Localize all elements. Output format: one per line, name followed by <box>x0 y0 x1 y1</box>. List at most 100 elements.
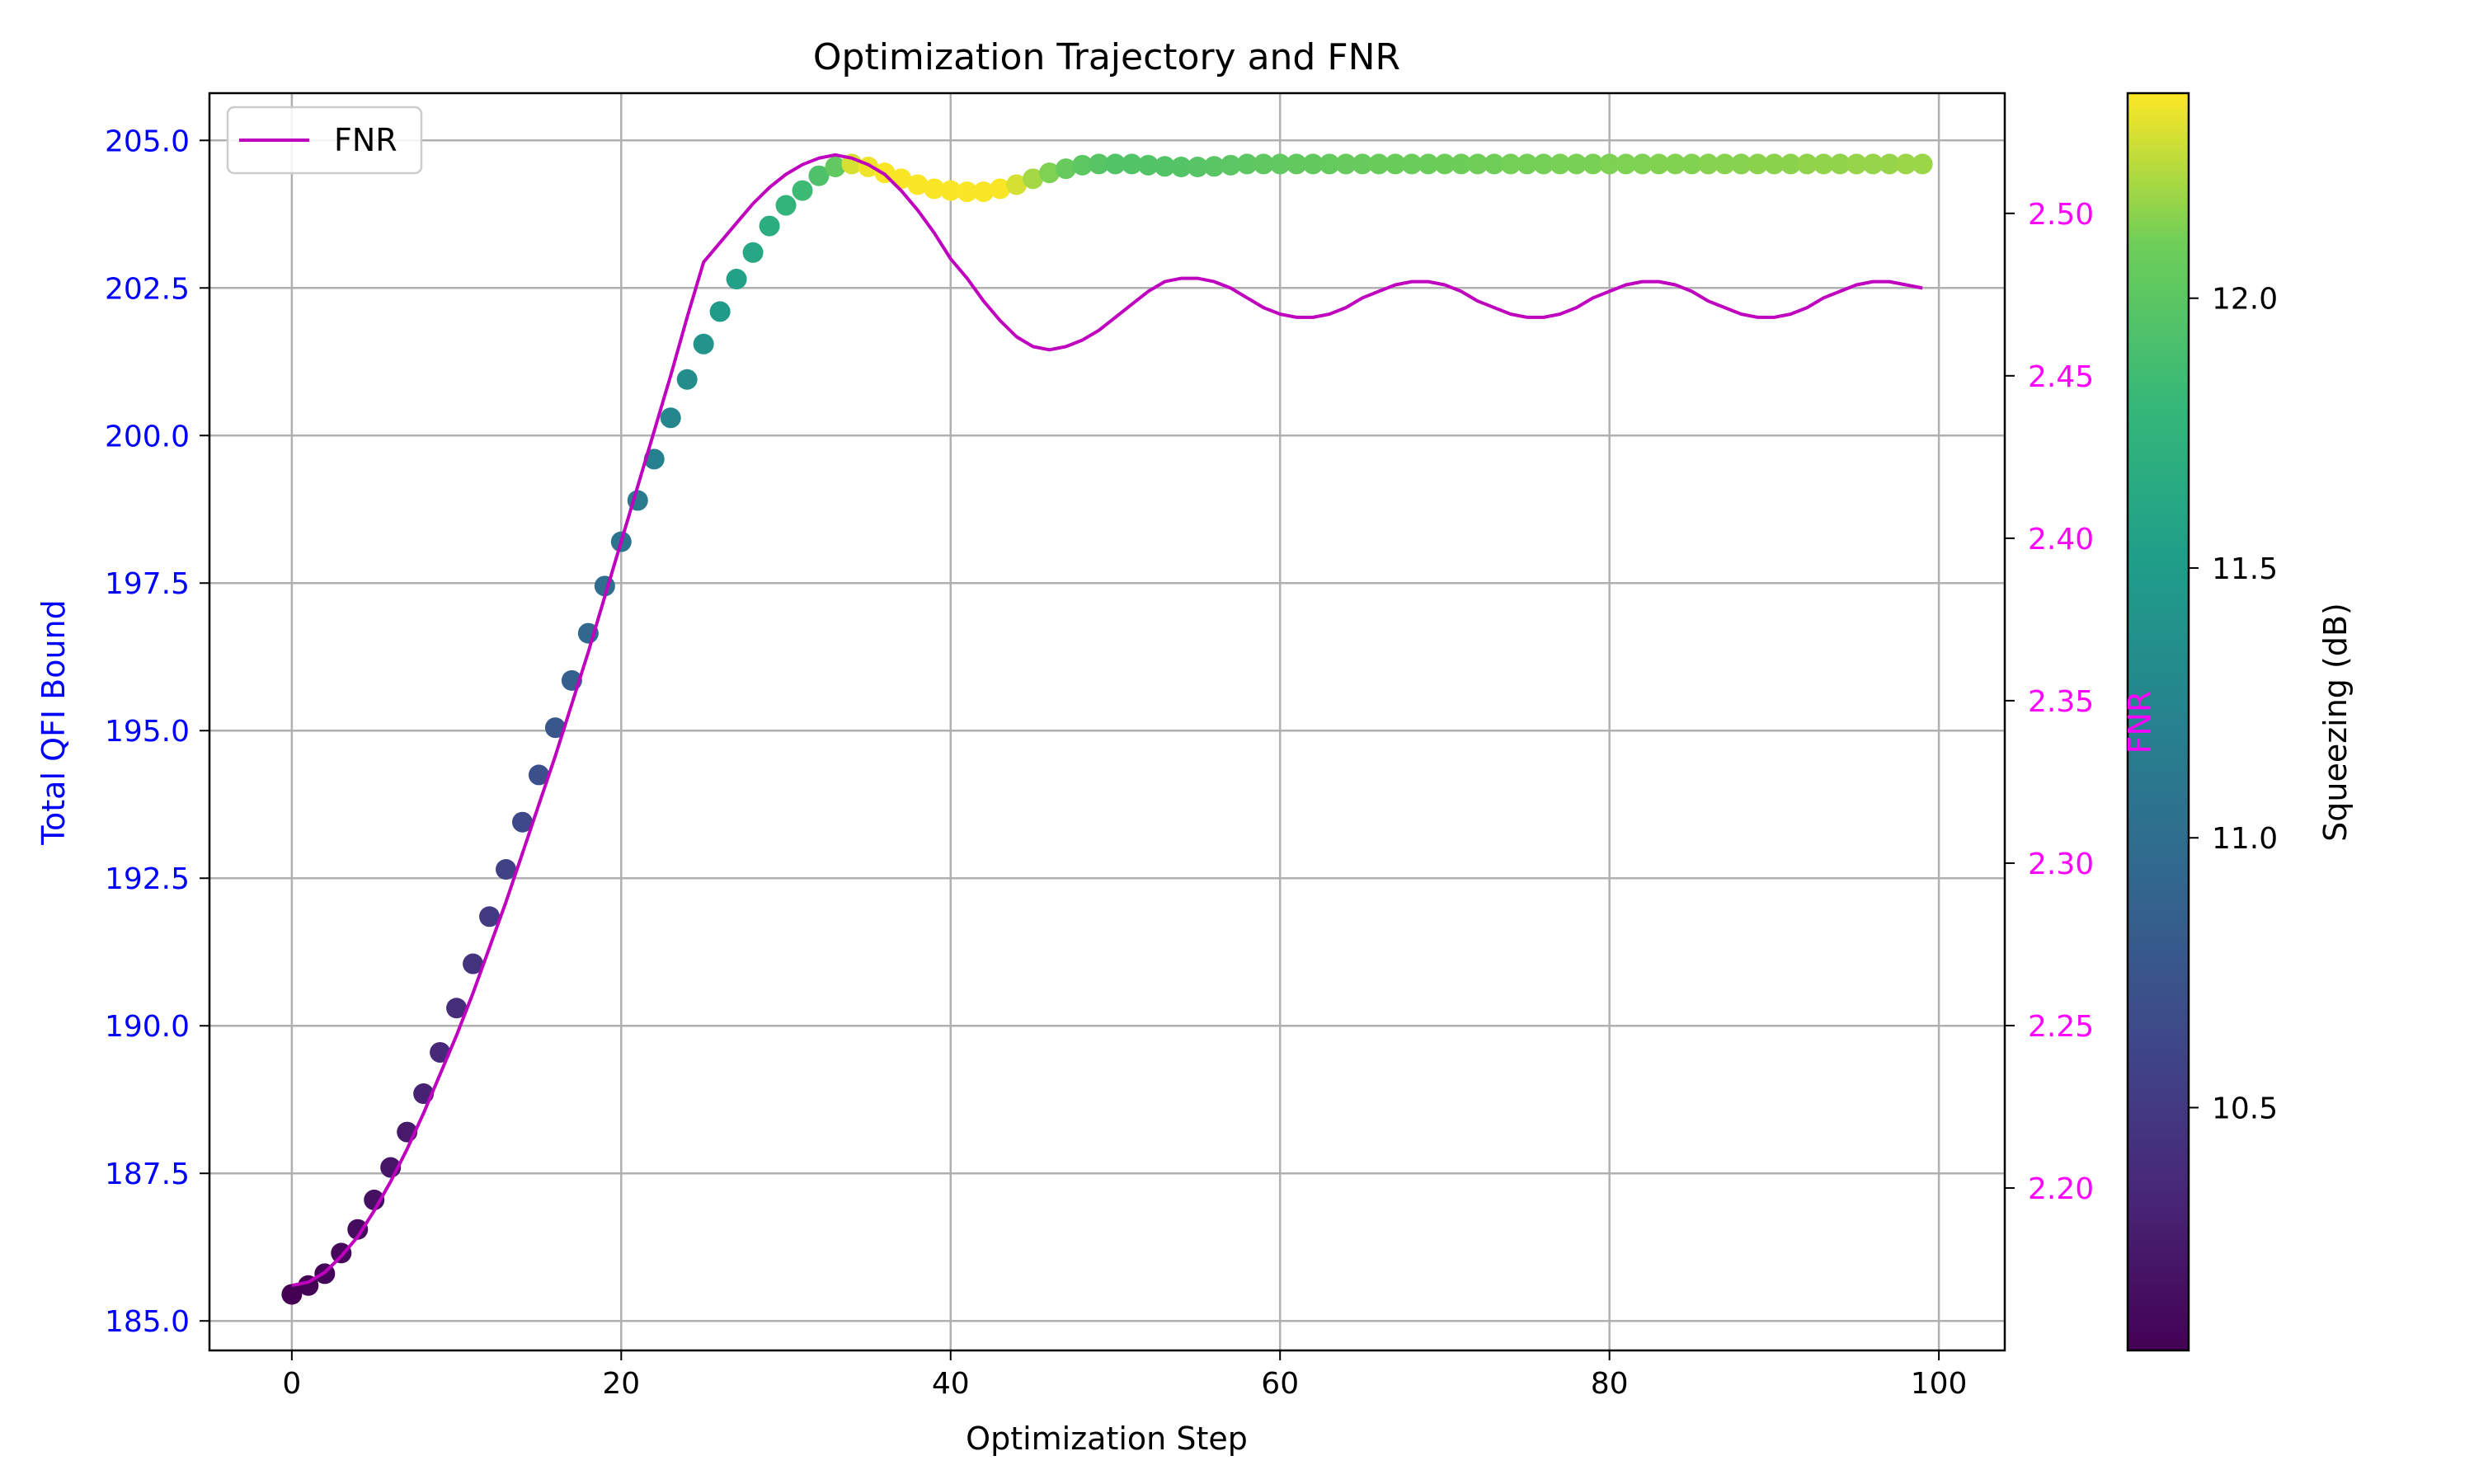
colorbar: 10.5 11.0 11.5 12.0 <box>2126 92 2278 1352</box>
qfi-point <box>544 717 566 739</box>
qfi-point <box>1763 153 1785 175</box>
qfi-point <box>1352 153 1373 175</box>
qfi-point <box>1154 156 1175 177</box>
y2-tick-label: 2.35 <box>2028 685 2094 719</box>
qfi-point <box>1649 153 1670 175</box>
qfi-point <box>347 1219 369 1240</box>
qfi-point <box>1385 153 1406 175</box>
qfi-point <box>1846 153 1867 175</box>
qfi-point <box>1319 153 1340 175</box>
qfi-point <box>1220 154 1241 176</box>
qfi-point <box>792 180 813 201</box>
qfi-point <box>1681 153 1703 175</box>
qfi-point <box>660 407 681 429</box>
qfi-point <box>1335 153 1357 175</box>
qfi-point <box>1813 153 1834 175</box>
qfi-point <box>1451 153 1472 175</box>
colorbar-tick-label: 11.5 <box>2212 552 2278 586</box>
x-axis-label: Optimization Step <box>966 1421 1248 1457</box>
colorbar-tick-label: 10.5 <box>2212 1092 2278 1125</box>
qfi-point <box>1484 153 1505 175</box>
colorbar-tick-label: 12.0 <box>2212 283 2278 317</box>
y-tick-label: 200.0 <box>105 420 190 453</box>
qfi-point <box>1253 153 1274 175</box>
qfi-point <box>1023 168 1044 190</box>
qfi-point <box>1599 153 1620 175</box>
fnr-line <box>291 153 1923 1288</box>
qfi-point <box>957 181 978 203</box>
qfi-point <box>759 215 780 237</box>
qfi-point <box>940 180 962 201</box>
qfi-point <box>1137 154 1159 176</box>
qfi-point <box>808 165 830 186</box>
colorbar-gradient <box>2126 92 2190 1352</box>
qfi-point <box>1665 153 1686 175</box>
qfi-point <box>1056 158 1077 180</box>
qfi-point <box>1862 153 1884 175</box>
qfi-point <box>1401 153 1423 175</box>
qfi-point <box>1039 162 1061 184</box>
qfi-point <box>496 858 517 880</box>
colorbar-label: Squeezing (dB) <box>2317 603 2354 842</box>
y2-tick-label: 2.40 <box>2028 523 2094 556</box>
qfi-point <box>1236 153 1258 175</box>
qfi-point <box>1203 156 1225 177</box>
qfi-point <box>528 764 549 786</box>
qfi-point <box>1697 153 1719 175</box>
qfi-point <box>1747 153 1768 175</box>
qfi-point <box>1302 153 1324 175</box>
qfi-point <box>1121 153 1142 175</box>
qfi-point <box>907 174 929 195</box>
qfi-point <box>1895 153 1917 175</box>
y-tick-label: 202.5 <box>105 272 190 306</box>
qfi-point <box>446 998 468 1019</box>
qfi-point <box>281 1284 303 1305</box>
qfi-point <box>1533 153 1554 175</box>
qfi-point <box>1170 156 1192 177</box>
y-tick-label: 192.5 <box>105 862 190 896</box>
y2-tick-label: 2.25 <box>2028 1010 2094 1044</box>
qfi-point <box>742 242 764 263</box>
y2-tick-label: 2.45 <box>2028 360 2094 394</box>
plot-marks <box>281 153 1933 1305</box>
qfi-point <box>676 369 698 390</box>
qfi-point <box>1714 153 1735 175</box>
axes: 0 20 40 60 80 100 185.0 187.5 190.0 192.5 195.0 197… <box>105 124 2094 1401</box>
qfi-point <box>463 953 484 974</box>
legend-fnr-label: FNR <box>334 122 397 158</box>
qfi-point <box>479 906 501 928</box>
y-tick-label: 190.0 <box>105 1010 190 1044</box>
qfi-point <box>924 178 945 200</box>
qfi-point <box>1104 153 1126 175</box>
plot-frame <box>208 92 2006 1352</box>
qfi-point <box>1730 153 1752 175</box>
x-tick-label: 100 <box>1911 1367 1968 1401</box>
qfi-point <box>1583 153 1604 175</box>
qfi-point <box>1912 153 1933 175</box>
y2-tick-label: 2.30 <box>2028 848 2094 881</box>
qfi-point <box>1780 153 1801 175</box>
qfi-point <box>990 178 1011 200</box>
x-tick-label: 80 <box>1591 1367 1629 1401</box>
y2-tick-label: 2.20 <box>2028 1172 2094 1206</box>
y-axis-label: Total QFI Bound <box>35 599 72 846</box>
y-tick-label: 185.0 <box>105 1305 190 1339</box>
y2-tick-label: 2.50 <box>2028 198 2094 232</box>
qfi-point <box>825 156 846 177</box>
qfi-point <box>1434 153 1456 175</box>
colorbar-tick-label: 11.0 <box>2212 822 2278 856</box>
qfi-point <box>1467 153 1489 175</box>
qfi-point <box>693 333 714 355</box>
y2-axis-label: FNR <box>2122 691 2158 754</box>
chart-title: Optimization Trajectory and FNR <box>813 36 1400 78</box>
qfi-point <box>1006 174 1028 195</box>
qfi-point <box>709 301 731 322</box>
x-tick-label: 20 <box>602 1367 640 1401</box>
qfi-point <box>1616 153 1637 175</box>
qfi-point <box>1072 154 1094 176</box>
qfi-point <box>1632 153 1653 175</box>
y-tick-label: 205.0 <box>105 124 190 158</box>
qfi-point <box>1796 153 1818 175</box>
qfi-point <box>511 811 533 833</box>
qfi-point <box>1368 153 1390 175</box>
